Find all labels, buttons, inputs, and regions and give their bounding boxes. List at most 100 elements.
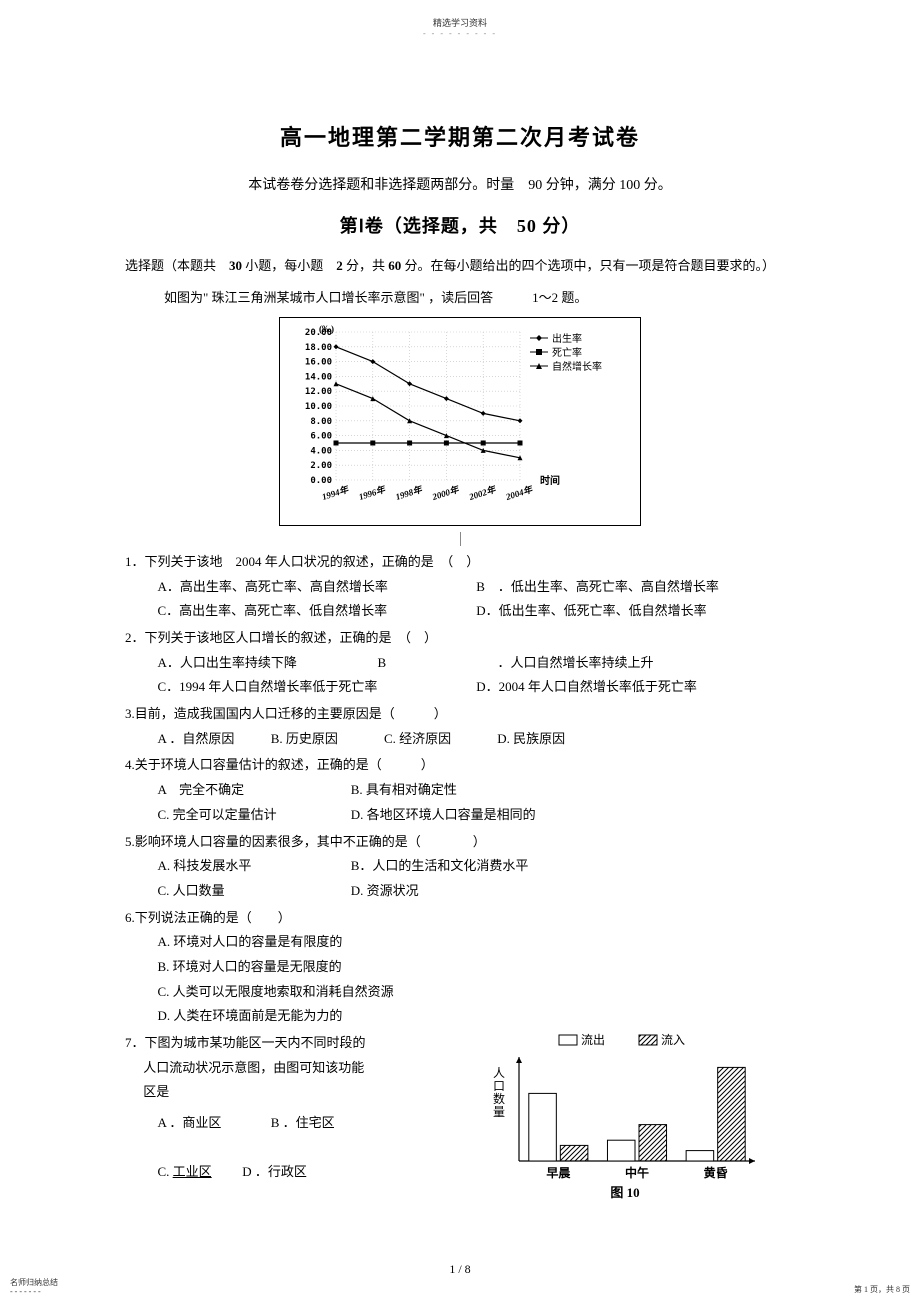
q7-opt-c-label: 工业区: [173, 1164, 212, 1179]
content-area: 高一地理第二学期第二次月考试卷 本试卷卷分选择题和非选择题两部分。时量 90 分…: [125, 120, 795, 1208]
svg-text:早晨: 早晨: [546, 1166, 571, 1180]
q1-opt-a: A．高出生率、高死亡率、高自然增长率: [158, 575, 477, 600]
header-dots: - - - - - - - - -: [0, 28, 920, 41]
svg-text:死亡率: 死亡率: [552, 346, 582, 359]
q3-opt-c: C. 经济原因: [384, 727, 494, 752]
q4-opt-b: B. 具有相对确定性: [351, 782, 457, 797]
q1: 1．下列关于该地 2004 年人口状况的叙述，正确的是 （ ） A．高出生率、高…: [125, 550, 795, 624]
q1-opt-b: B ．低出生率、高死亡率、高自然增长率: [476, 575, 795, 600]
q2-opt-b: ．人口自然增长率持续上升: [498, 651, 796, 676]
footer-right: 第 1 页，共 8 页: [854, 1284, 910, 1297]
q5-opt-b: B．人口的生活和文化消费水平: [351, 858, 529, 873]
svg-text:2000年: 2000年: [430, 484, 462, 503]
q2-opt-a: A．人口出生率持续下降: [158, 651, 378, 676]
chart1: 0.00 2.00 4.00 6.00 8.00 10.00 12.00 14.00 16.00…: [279, 317, 641, 526]
svg-text:口: 口: [493, 1079, 505, 1093]
svg-text:(‰): (‰): [319, 324, 334, 334]
instr-suffix: 分。在每小题给出的四个选项中，只有一项是符合题目要求的。）: [401, 258, 775, 273]
q4-opt-c: C. 完全可以定量估计: [158, 803, 348, 828]
q5-opt-d: D. 资源状况: [351, 883, 419, 898]
q7-opt-d: D ．行政区: [242, 1164, 307, 1179]
chart1-svg: 0.00 2.00 4.00 6.00 8.00 10.00 12.00 14.00 16.00…: [290, 324, 630, 514]
q6-stem: 6.下列说法正确的是（ ）: [125, 906, 795, 931]
svg-text:1998年: 1998年: [394, 484, 425, 502]
svg-text:2.00: 2.00: [310, 461, 332, 471]
svg-text:0.00: 0.00: [310, 476, 332, 486]
svg-text:数: 数: [493, 1091, 505, 1106]
q1-opt-c: C．高出生率、高死亡率、低自然增长率: [158, 599, 477, 624]
q7-stem-3: 区是: [143, 1080, 455, 1105]
exam-title: 高一地理第二学期第二次月考试卷: [125, 120, 795, 155]
chart2-svg: 人口数量早晨 中午 黄昏 流出 流入图 10: [485, 1031, 765, 1201]
exam-subtitle: 本试卷卷分选择题和非选择题两部分。时量 90 分钟，满分 100 分。: [125, 175, 795, 197]
q2-opt-b-prefix: B: [378, 651, 498, 676]
svg-text:流出: 流出: [581, 1033, 605, 1047]
section-title: 第Ⅰ卷（选择题，共 50 分）: [125, 212, 795, 241]
svg-text:2002年: 2002年: [467, 484, 499, 503]
q4-opt-d: D. 各地区环境人口容量是相同的: [351, 807, 536, 822]
svg-text:2004年: 2004年: [504, 484, 536, 503]
q7-opt-c-prefix: C.: [158, 1164, 173, 1179]
q7-stem-2: 人口流动状况示意图，由图可知该功能: [143, 1056, 455, 1081]
intro-q12: 如图为" 珠江三角洲某城市人口增长率示意图" ，读后回答 1～2 题。: [125, 286, 795, 309]
q5-opt-c: C. 人口数量: [158, 879, 348, 904]
q7-opt-a: A ．商业区: [158, 1111, 268, 1136]
svg-text:人: 人: [493, 1066, 505, 1080]
svg-text:18.00: 18.00: [305, 343, 332, 353]
svg-text:中午: 中午: [625, 1165, 649, 1180]
q6-opt-a: A. 环境对人口的容量是有限度的: [158, 930, 796, 955]
q4: 4.关于环境人口容量估计的叙述，正确的是（ ） A 完全不确定 B. 具有相对确…: [125, 753, 795, 827]
q4-opt-a: A 完全不确定: [158, 778, 348, 803]
q3-opt-d: D. 民族原因: [497, 727, 607, 752]
q4-stem: 4.关于环境人口容量估计的叙述，正确的是（ ）: [125, 753, 795, 778]
q3-opt-b: B. 历史原因: [271, 727, 381, 752]
q3-stem: 3.目前，造成我国国内人口迁移的主要原因是（ ）: [125, 702, 795, 727]
svg-text:自然增长率: 自然增长率: [552, 360, 602, 373]
instr-total: 60: [388, 258, 401, 273]
subtitle-time: 90 分钟，满分 100 分。: [528, 178, 672, 193]
q5-stem: 5.影响环境人口容量的因素很多，其中不正确的是（ ）: [125, 830, 795, 855]
svg-text:时间: 时间: [540, 474, 560, 487]
page-number: 1 / 8: [0, 1260, 920, 1279]
svg-text:16.00: 16.00: [305, 358, 332, 368]
q7-text: 7．下图为城市某功能区一天内不同时段的 人口流动状况示意图，由图可知该功能 区是…: [125, 1031, 455, 1184]
svg-text:8.00: 8.00: [310, 417, 332, 427]
svg-text:14.00: 14.00: [305, 373, 332, 383]
svg-text:黄昏: 黄昏: [704, 1165, 728, 1180]
subtitle-prefix: 本试卷卷分选择题和非选择题两部分。时量: [248, 178, 528, 193]
svg-text:10.00: 10.00: [305, 402, 332, 412]
q1-stem: 1．下列关于该地 2004 年人口状况的叙述，正确的是 （ ）: [125, 550, 795, 575]
instr-mid2: 分，共: [343, 258, 389, 273]
q7-opt-b: B ．住宅区: [271, 1115, 335, 1130]
q6-opt-c: C. 人类可以无限度地索取和消耗自然资源: [158, 980, 796, 1005]
svg-text:流入: 流入: [661, 1033, 685, 1047]
q3-opt-a: A ．自然原因: [158, 727, 268, 752]
q6-opt-b: B. 环境对人口的容量是无限度的: [158, 955, 796, 980]
q3: 3.目前，造成我国国内人口迁移的主要原因是（ ） A ．自然原因 B. 历史原因…: [125, 702, 795, 751]
svg-text:12.00: 12.00: [305, 387, 332, 397]
svg-text:6.00: 6.00: [310, 432, 332, 442]
svg-text:量: 量: [493, 1105, 505, 1119]
footer-left-2: - - - - - - -: [10, 1288, 58, 1297]
instr-prefix: 选择题（本题共: [125, 258, 229, 273]
q2: 2．下列关于该地区人口增长的叙述，正确的是 （ ） A．人口出生率持续下降 B …: [125, 626, 795, 700]
q5: 5.影响环境人口容量的因素很多，其中不正确的是（ ） A. 科技发展水平 B．人…: [125, 830, 795, 904]
instr-mid1: 小题，每小题: [242, 258, 336, 273]
footer-left: 名师归纳总结 - - - - - - -: [10, 1279, 58, 1297]
chart1-wrap: 0.00 2.00 4.00 6.00 8.00 10.00 12.00 14.00 16.00…: [125, 317, 795, 526]
q7-stem-1: 7．下图为城市某功能区一天内不同时段的: [125, 1031, 455, 1056]
svg-text:1996年: 1996年: [357, 484, 388, 502]
svg-text:4.00: 4.00: [310, 447, 332, 457]
divider-mark: [460, 532, 461, 546]
chart2-wrap: 人口数量早晨 中午 黄昏 流出 流入图 10: [455, 1031, 795, 1208]
instr-count: 30: [229, 258, 242, 273]
q2-opt-c: C．1994 年人口自然增长率低于死亡率: [158, 675, 477, 700]
svg-text:图 10: 图 10: [610, 1185, 639, 1200]
q6: 6.下列说法正确的是（ ） A. 环境对人口的容量是有限度的 B. 环境对人口的…: [125, 906, 795, 1029]
q1-opt-d: D．低出生率、低死亡率、低自然增长率: [476, 599, 795, 624]
mc-instruction: 选择题（本题共 30 小题，每小题 2 分，共 60 分。在每小题给出的四个选项…: [125, 254, 795, 277]
q2-opt-d: D．2004 年人口自然增长率低于死亡率: [476, 675, 795, 700]
q6-opt-d: D. 人类在环境面前是无能为力的: [158, 1004, 796, 1029]
svg-text:1994年: 1994年: [321, 484, 352, 502]
q7: 7．下图为城市某功能区一天内不同时段的 人口流动状况示意图，由图可知该功能 区是…: [125, 1031, 795, 1208]
